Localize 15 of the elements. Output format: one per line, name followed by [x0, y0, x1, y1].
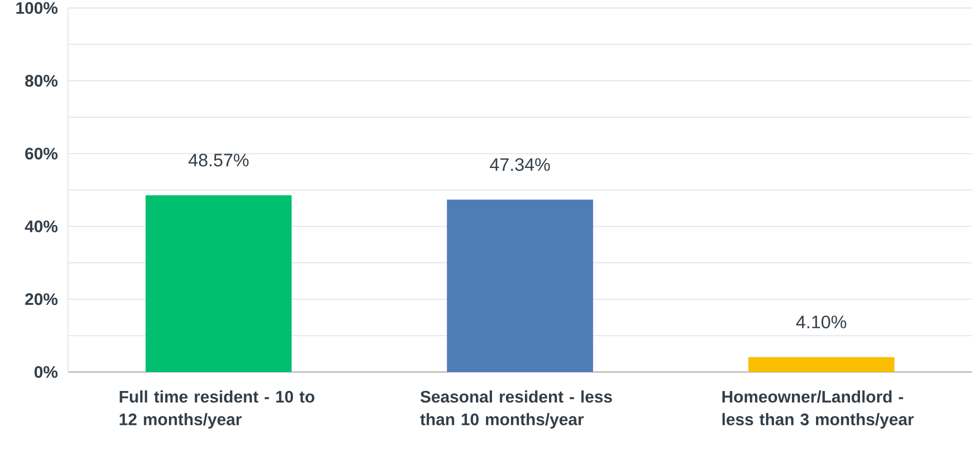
- y-tick-label: 0%: [34, 366, 58, 378]
- x-tick-label: Seasonal resident - less than 10 months/year: [420, 390, 612, 429]
- y-tick-label: 20%: [25, 293, 58, 306]
- y-tick-label: 80%: [25, 74, 58, 87]
- y-tick-label: 100%: [16, 2, 58, 14]
- bar: [446, 200, 594, 372]
- data-label: 48.57%: [188, 154, 249, 166]
- x-tick-label: Homeowner/Landlord - less than 3 months/year: [722, 390, 914, 429]
- bar: [146, 195, 292, 372]
- data-label: 4.10%: [796, 316, 846, 328]
- bar: [748, 357, 894, 372]
- y-tick-label: 40%: [24, 220, 58, 232]
- y-tick-label: 60%: [25, 148, 58, 160]
- x-tick-label: Full time resident - 10 to 12 months/year: [120, 390, 314, 429]
- data-label: 47.34%: [490, 158, 550, 171]
